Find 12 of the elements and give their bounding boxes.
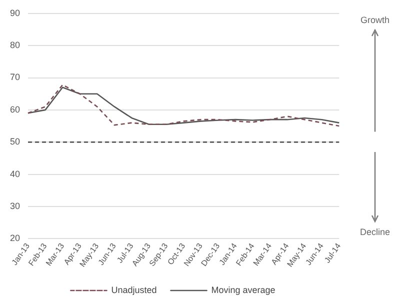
text: Decline (358, 226, 391, 237)
y-tick-label: 30 (10, 200, 20, 211)
legend-label: Unadjusted (111, 284, 157, 295)
y-tick-label: 70 (10, 72, 20, 82)
legend-label: Moving average (211, 284, 276, 295)
y-tick-label: 40 (10, 168, 20, 179)
y-tick-label: 80 (10, 40, 20, 50)
y-tick-label: 20 (10, 233, 20, 244)
y-tick-label: 50 (10, 136, 20, 147)
y-tick-label: 90 (10, 8, 20, 18)
text: Growth (359, 15, 390, 26)
y-tick-label: 60 (10, 104, 20, 114)
